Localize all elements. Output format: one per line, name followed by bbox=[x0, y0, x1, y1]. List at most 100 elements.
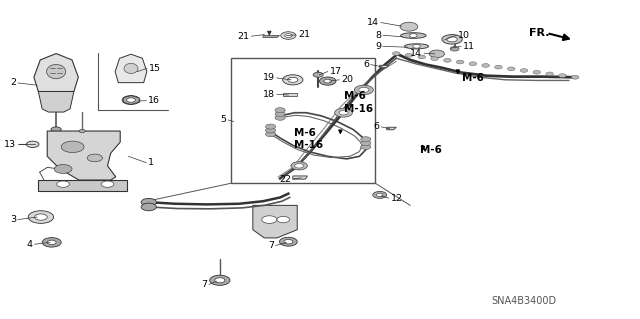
Text: 5: 5 bbox=[220, 115, 226, 124]
Polygon shape bbox=[387, 127, 396, 130]
Circle shape bbox=[324, 79, 332, 83]
Circle shape bbox=[418, 55, 426, 59]
Text: 7: 7 bbox=[201, 280, 207, 289]
Text: 17: 17 bbox=[330, 67, 342, 76]
Text: M-6: M-6 bbox=[462, 73, 484, 83]
Text: SNA4B3400D: SNA4B3400D bbox=[492, 296, 557, 306]
Circle shape bbox=[101, 181, 114, 187]
Circle shape bbox=[51, 127, 61, 132]
Text: 13: 13 bbox=[4, 140, 16, 149]
Text: FR.: FR. bbox=[529, 28, 550, 38]
Circle shape bbox=[291, 162, 307, 170]
Circle shape bbox=[495, 65, 502, 69]
Polygon shape bbox=[38, 180, 127, 191]
Text: 3: 3 bbox=[10, 215, 16, 224]
Circle shape bbox=[266, 124, 276, 129]
Circle shape bbox=[35, 214, 47, 220]
Polygon shape bbox=[263, 35, 280, 37]
Text: 1: 1 bbox=[148, 158, 154, 167]
Circle shape bbox=[262, 216, 277, 223]
Circle shape bbox=[376, 193, 383, 197]
Circle shape bbox=[275, 108, 285, 113]
Text: 14: 14 bbox=[410, 49, 422, 58]
Circle shape bbox=[319, 77, 336, 85]
Ellipse shape bbox=[47, 64, 66, 79]
Text: 22: 22 bbox=[279, 174, 291, 184]
Circle shape bbox=[54, 165, 72, 174]
Circle shape bbox=[26, 141, 39, 147]
Text: 2: 2 bbox=[10, 78, 16, 87]
Circle shape bbox=[215, 278, 225, 283]
Text: 8: 8 bbox=[375, 31, 381, 40]
Circle shape bbox=[127, 98, 136, 102]
Ellipse shape bbox=[401, 33, 426, 38]
Text: 4: 4 bbox=[27, 240, 33, 249]
Text: 15: 15 bbox=[148, 64, 161, 73]
Circle shape bbox=[313, 72, 323, 77]
Circle shape bbox=[141, 198, 156, 206]
Polygon shape bbox=[253, 205, 297, 238]
Ellipse shape bbox=[442, 34, 462, 44]
Ellipse shape bbox=[124, 63, 138, 73]
Polygon shape bbox=[38, 92, 74, 112]
Polygon shape bbox=[292, 176, 307, 179]
Ellipse shape bbox=[404, 44, 429, 49]
Circle shape bbox=[444, 58, 451, 62]
Text: M-6
M-16: M-6 M-16 bbox=[294, 128, 323, 150]
Circle shape bbox=[392, 52, 400, 56]
Circle shape bbox=[400, 22, 418, 31]
Text: M-6: M-6 bbox=[420, 145, 442, 155]
Text: 10: 10 bbox=[458, 31, 470, 40]
Text: 9: 9 bbox=[375, 42, 381, 51]
Circle shape bbox=[450, 47, 459, 51]
Text: M-6
M-16: M-6 M-16 bbox=[344, 91, 373, 114]
Circle shape bbox=[359, 87, 369, 93]
Circle shape bbox=[361, 137, 371, 142]
Circle shape bbox=[469, 62, 477, 66]
Circle shape bbox=[277, 216, 290, 223]
Circle shape bbox=[284, 240, 292, 244]
Circle shape bbox=[361, 141, 371, 145]
Circle shape bbox=[431, 57, 438, 61]
Polygon shape bbox=[47, 131, 120, 180]
Circle shape bbox=[275, 111, 285, 116]
Circle shape bbox=[61, 141, 84, 152]
Circle shape bbox=[141, 203, 156, 211]
Circle shape bbox=[79, 130, 85, 133]
Circle shape bbox=[355, 85, 373, 95]
Circle shape bbox=[281, 32, 296, 39]
Circle shape bbox=[42, 238, 61, 247]
Circle shape bbox=[57, 181, 70, 187]
Circle shape bbox=[275, 115, 285, 120]
Circle shape bbox=[372, 191, 387, 198]
Circle shape bbox=[520, 69, 528, 72]
Circle shape bbox=[559, 74, 566, 78]
Circle shape bbox=[546, 72, 554, 76]
Circle shape bbox=[339, 110, 348, 115]
Circle shape bbox=[508, 67, 515, 71]
Circle shape bbox=[482, 63, 490, 67]
Text: 11: 11 bbox=[463, 42, 475, 51]
Circle shape bbox=[210, 275, 230, 286]
Text: 6: 6 bbox=[363, 60, 369, 69]
Circle shape bbox=[283, 75, 303, 85]
Circle shape bbox=[405, 53, 413, 57]
Text: 18: 18 bbox=[263, 90, 275, 99]
Circle shape bbox=[410, 33, 417, 37]
Circle shape bbox=[335, 108, 353, 117]
Circle shape bbox=[447, 37, 457, 42]
Polygon shape bbox=[284, 93, 297, 96]
Bar bbox=[231, 58, 375, 183]
Text: 20: 20 bbox=[341, 75, 353, 84]
Circle shape bbox=[122, 96, 140, 105]
Text: 6: 6 bbox=[374, 122, 380, 131]
Circle shape bbox=[266, 132, 276, 137]
Text: 14: 14 bbox=[367, 18, 379, 27]
Polygon shape bbox=[34, 54, 78, 92]
Text: 21: 21 bbox=[237, 32, 250, 41]
Text: 21: 21 bbox=[298, 30, 310, 40]
Text: 19: 19 bbox=[263, 73, 275, 82]
Circle shape bbox=[28, 211, 54, 223]
Circle shape bbox=[294, 164, 303, 168]
Circle shape bbox=[280, 237, 297, 246]
